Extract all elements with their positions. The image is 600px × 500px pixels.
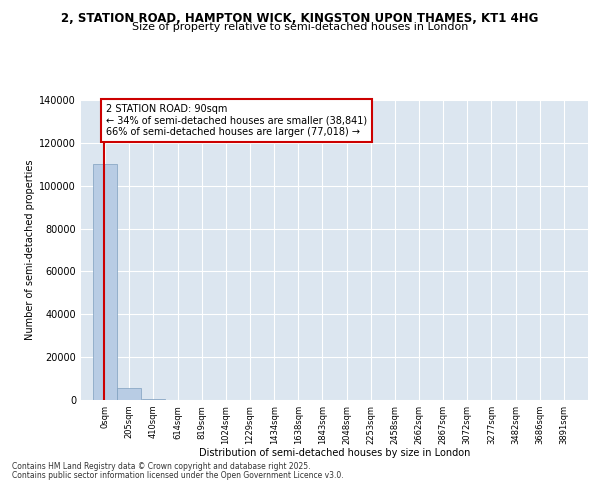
Text: Size of property relative to semi-detached houses in London: Size of property relative to semi-detach… (132, 22, 468, 32)
X-axis label: Distribution of semi-detached houses by size in London: Distribution of semi-detached houses by … (199, 448, 470, 458)
Bar (94, 164, 117, 400)
Text: 2, STATION ROAD, HAMPTON WICK, KINGSTON UPON THAMES, KT1 4HG: 2, STATION ROAD, HAMPTON WICK, KINGSTON … (61, 12, 539, 26)
Text: Contains HM Land Registry data © Crown copyright and database right 2025.: Contains HM Land Registry data © Crown c… (12, 462, 311, 471)
Text: 2 STATION ROAD: 90sqm
← 34% of semi-detached houses are smaller (38,841)
66% of : 2 STATION ROAD: 90sqm ← 34% of semi-deta… (106, 104, 367, 138)
Y-axis label: Number of semi-detached properties: Number of semi-detached properties (25, 160, 35, 340)
Bar (118, 388, 141, 400)
Text: Contains public sector information licensed under the Open Government Licence v3: Contains public sector information licen… (12, 471, 344, 480)
